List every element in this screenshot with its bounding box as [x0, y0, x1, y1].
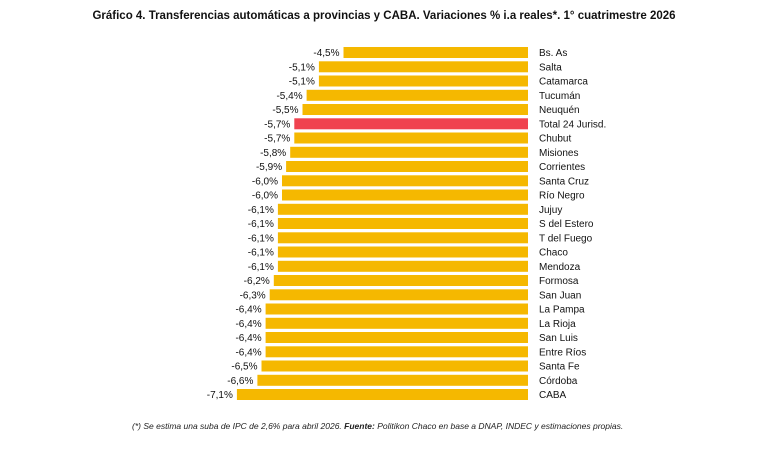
category-label-21: Entre Ríos	[539, 347, 586, 358]
bar-22	[261, 360, 528, 372]
category-label-14: Chaco	[539, 248, 568, 259]
bar-18	[265, 303, 528, 315]
bar-2	[318, 75, 528, 87]
bar-15	[277, 260, 528, 272]
bar-4	[302, 104, 528, 115]
category-label-19: La Rioja	[539, 319, 576, 330]
value-label-20: -6,4%	[235, 333, 261, 344]
bar-12	[277, 218, 528, 229]
bar-23	[257, 374, 528, 386]
bar-24	[236, 389, 528, 400]
footnote: (*) Se estima una suba de IPC de 2,6% pa…	[132, 421, 623, 431]
value-label-19: -6,4%	[235, 319, 261, 330]
value-label-9: -6,0%	[252, 176, 278, 187]
bar-8	[286, 161, 528, 172]
category-label-10: Río Negro	[539, 191, 585, 202]
category-label-13: T del Fuego	[539, 233, 593, 244]
category-label-1: Salta	[539, 62, 562, 73]
bar-19	[265, 317, 528, 329]
category-label-9: Santa Cruz	[539, 176, 589, 187]
category-label-6: Chubut	[539, 134, 571, 145]
bar-3	[306, 89, 528, 101]
category-label-18: La Pampa	[539, 305, 585, 316]
category-label-15: Mendoza	[539, 262, 581, 273]
bar-6	[294, 132, 528, 144]
value-label-15: -6,1%	[248, 262, 274, 273]
value-label-17: -6,3%	[240, 290, 266, 301]
category-label-22: Santa Fe	[539, 362, 580, 373]
value-label-7: -5,8%	[260, 148, 286, 159]
value-label-18: -6,4%	[235, 305, 261, 316]
category-label-7: Misiones	[539, 148, 578, 159]
category-label-23: Córdoba	[539, 376, 578, 387]
bar-5	[294, 118, 528, 130]
footnote-source-text: Politikon Chaco en base a DNAP, INDEC y …	[377, 421, 624, 431]
value-label-21: -6,4%	[235, 347, 261, 358]
value-label-16: -6,2%	[244, 276, 270, 287]
bar-1	[318, 61, 528, 73]
bar-9	[282, 175, 528, 187]
bar-17	[269, 289, 528, 301]
value-label-22: -6,5%	[231, 362, 257, 373]
category-label-17: San Juan	[539, 290, 581, 301]
category-label-3: Tucumán	[539, 91, 580, 102]
value-label-5: -5,7%	[264, 119, 290, 130]
bar-10	[282, 189, 528, 201]
category-label-24: CABA	[539, 390, 567, 401]
footnote-source-label: Fuente:	[344, 421, 375, 431]
value-label-1: -5,1%	[289, 62, 315, 73]
value-label-13: -6,1%	[248, 233, 274, 244]
value-label-4: -5,5%	[272, 105, 298, 116]
category-label-16: Formosa	[539, 276, 579, 287]
category-label-12: S del Estero	[539, 219, 594, 230]
bar-0	[343, 47, 528, 58]
value-label-3: -5,4%	[276, 91, 302, 102]
bar-7	[290, 146, 528, 158]
bar-21	[265, 346, 528, 358]
footnote-note: (*) Se estima una suba de IPC de 2,6% pa…	[132, 421, 342, 431]
value-label-14: -6,1%	[248, 248, 274, 259]
category-label-4: Neuquén	[539, 105, 580, 116]
value-label-2: -5,1%	[289, 77, 315, 88]
bar-11	[277, 203, 528, 215]
bar-20	[265, 332, 528, 343]
category-label-2: Catamarca	[539, 77, 588, 88]
value-label-12: -6,1%	[248, 219, 274, 230]
value-label-8: -5,9%	[256, 162, 282, 173]
value-label-24: -7,1%	[207, 390, 233, 401]
value-label-11: -6,1%	[248, 205, 274, 216]
value-label-6: -5,7%	[264, 134, 290, 145]
value-label-0: -4,5%	[313, 48, 339, 59]
bar-13	[277, 232, 528, 244]
value-label-23: -6,6%	[227, 376, 253, 387]
category-label-5: Total 24 Jurisd.	[539, 119, 606, 130]
category-label-11: Jujuy	[539, 205, 562, 216]
chart-title: Gráfico 4. Transferencias automáticas a …	[92, 10, 676, 22]
value-label-10: -6,0%	[252, 191, 278, 202]
category-label-8: Corrientes	[539, 162, 585, 173]
category-label-0: Bs. As	[539, 48, 567, 59]
bar-16	[273, 275, 528, 286]
category-label-20: San Luis	[539, 333, 578, 344]
bar-14	[277, 246, 528, 258]
